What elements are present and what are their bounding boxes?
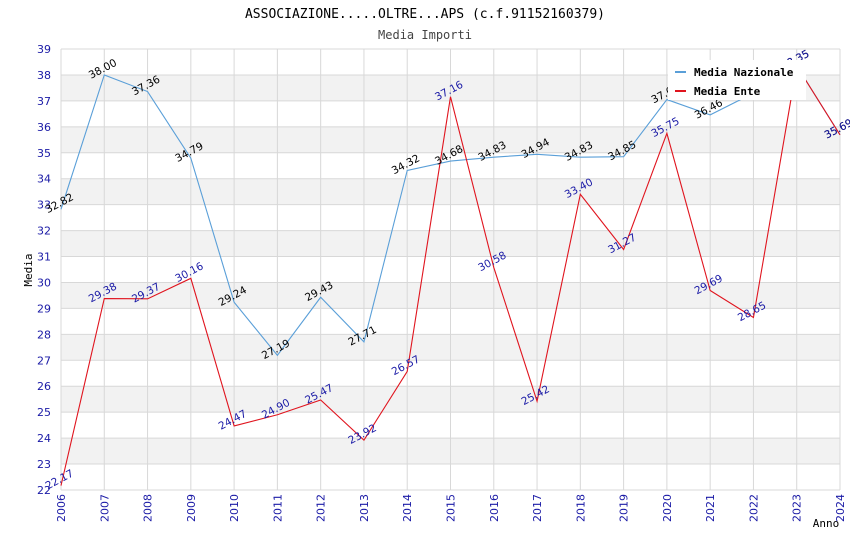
x-tick-label: 2009 xyxy=(185,494,198,522)
x-tick-label: 2006 xyxy=(55,494,68,522)
chart-title: ASSOCIAZIONE.....OLTRE...APS (c.f.911521… xyxy=(245,7,605,22)
x-tick-label: 2016 xyxy=(488,494,501,522)
y-tick-label: 25 xyxy=(37,406,51,419)
x-tick-label: 2013 xyxy=(358,494,371,522)
x-tick-label: 2010 xyxy=(228,494,241,522)
grid-bands xyxy=(60,48,841,491)
y-tick-label: 28 xyxy=(37,328,51,341)
y-tick-label: 27 xyxy=(37,354,51,367)
x-tick-label: 2020 xyxy=(661,494,674,522)
x-axis-label: Anno xyxy=(813,517,840,530)
y-tick-label: 37 xyxy=(37,95,51,108)
legend-box xyxy=(668,60,806,100)
y-tick-label: 35 xyxy=(37,147,51,160)
y-tick-label: 39 xyxy=(37,43,51,56)
y-axis-label: Media xyxy=(22,253,35,286)
y-tick-label: 24 xyxy=(37,432,51,445)
series-lines xyxy=(60,64,841,486)
x-tick-label: 2021 xyxy=(704,494,717,522)
x-tick-label: 2008 xyxy=(142,494,155,522)
x-tick-label: 2024 xyxy=(834,494,847,522)
y-tick-label: 29 xyxy=(37,302,51,315)
x-tick-label: 2018 xyxy=(574,494,587,522)
x-tick-label: 2017 xyxy=(531,494,544,522)
x-tick-label: 2019 xyxy=(618,494,631,522)
x-tick-label: 2022 xyxy=(747,494,760,522)
y-tick-label: 38 xyxy=(37,69,51,82)
x-tick-label: 2015 xyxy=(445,494,458,522)
x-tick-label: 2023 xyxy=(791,494,804,522)
y-tick-label: 26 xyxy=(37,380,51,393)
x-axis-ticks: 2006 2007 2008 2009 2010 2011 2012 2013 2014 2015… xyxy=(55,494,847,522)
y-tick-label: 31 xyxy=(37,251,51,264)
y-tick-label: 30 xyxy=(37,276,51,289)
y-tick-label: 33 xyxy=(37,199,51,212)
legend-entry: Media Nazionale xyxy=(694,66,794,79)
y-tick-label: 36 xyxy=(37,121,51,134)
x-tick-label: 2007 xyxy=(98,494,111,522)
x-tick-label: 2014 xyxy=(401,494,414,522)
x-tick-label: 2011 xyxy=(271,494,284,522)
legend-entry: Media Ente xyxy=(694,85,761,98)
y-tick-label: 34 xyxy=(37,173,51,186)
series-line-ente xyxy=(60,64,841,486)
y-tick-label: 22 xyxy=(37,484,51,497)
series-line-nazionale xyxy=(60,65,841,357)
chart-subtitle: Media Importi xyxy=(378,28,472,42)
y-tick-label: 32 xyxy=(37,225,51,238)
y-tick-label: 23 xyxy=(37,458,51,471)
x-tick-label: 2012 xyxy=(315,494,328,522)
legend: Media Nazionale Media Ente xyxy=(668,60,806,100)
y-axis-ticks: 22 23 24 25 26 27 28 29 30 31 32 33 34 35 36 37 38 39 xyxy=(37,43,51,497)
